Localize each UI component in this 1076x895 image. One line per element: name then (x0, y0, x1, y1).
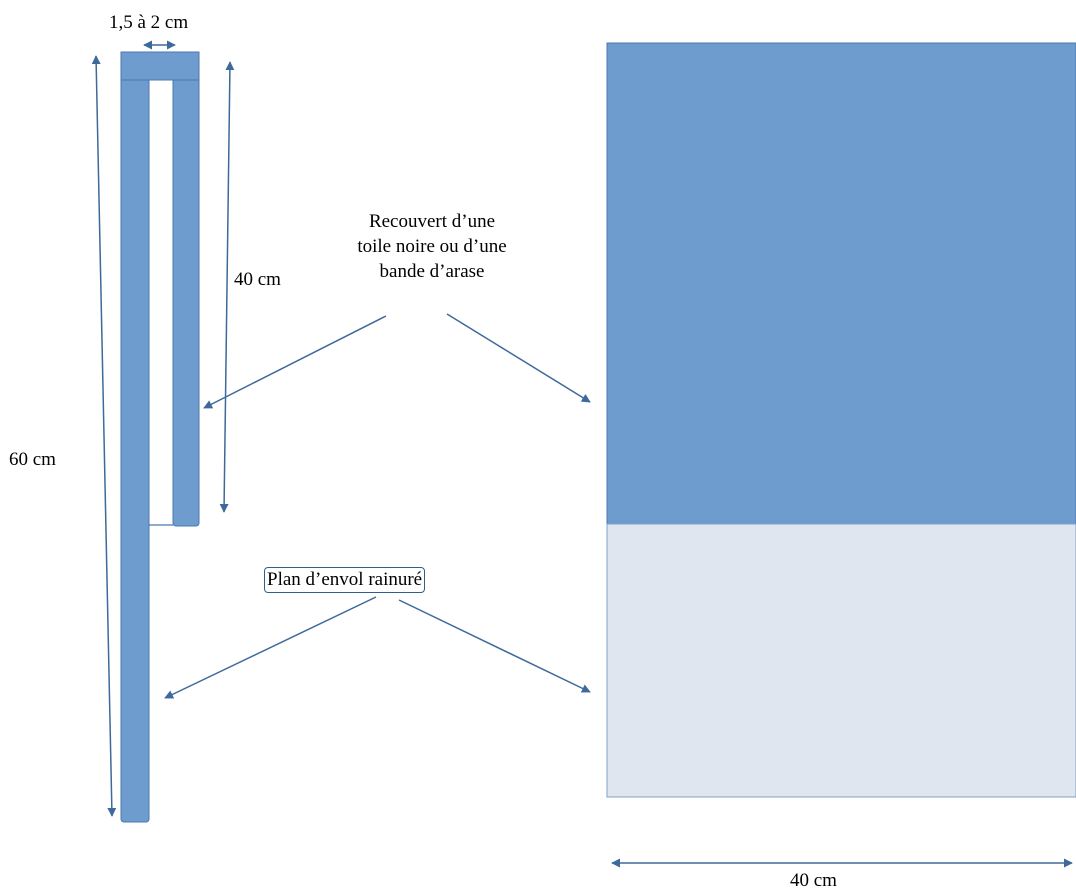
side-long-board (120, 51, 150, 823)
front-width-label: 40 cm (790, 870, 837, 891)
covered-label: Recouvert d’une toile noire ou d’une ban… (318, 209, 546, 284)
inner-height-label: 40 cm (234, 269, 281, 290)
side-short-board (172, 51, 200, 527)
total-height-label: 60 cm (9, 449, 56, 470)
covered-label-line3: bande d’arase (379, 261, 485, 282)
covered-label-line1: Recouvert d’une (368, 211, 496, 232)
front-covered-panel (606, 42, 1076, 525)
covered-label-line2: toile noire ou d’une (357, 236, 507, 257)
total-height-arrow (91, 55, 117, 817)
inner-height-arrow (219, 61, 235, 513)
gap-width-label: 1,5 à 2 cm (109, 12, 189, 33)
landing-board-label: Plan d’envol rainuré (264, 567, 426, 593)
front-landing-panel (606, 523, 1076, 798)
covered-pointer-left (203, 315, 387, 409)
landing-pointer-left (164, 596, 377, 699)
side-top-bar (120, 51, 200, 81)
landing-pointer-right (398, 599, 591, 693)
covered-pointer-right (446, 313, 591, 403)
